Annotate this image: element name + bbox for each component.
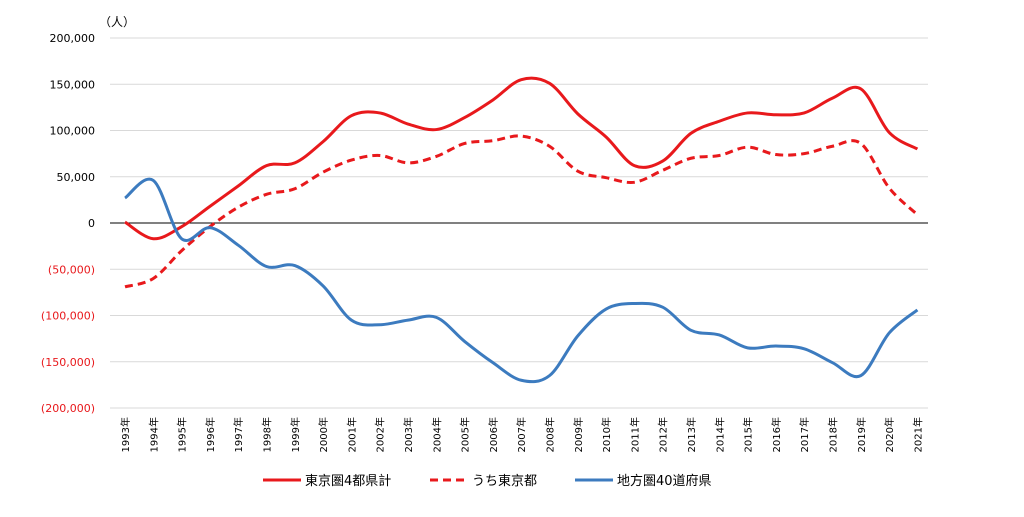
x-tick-label: 2011年: [628, 417, 641, 452]
x-tick-label: 1994年: [147, 417, 160, 452]
y-tick-label: (50,000): [48, 263, 95, 276]
x-tick-label: 2005年: [459, 417, 472, 452]
x-tick-label: 2021年: [911, 417, 924, 452]
x-tick-label: 1998年: [261, 417, 274, 452]
x-tick-label: 2019年: [855, 417, 868, 452]
y-tick-label: 100,000: [50, 125, 96, 138]
series-line-1: [124, 76, 919, 241]
x-tick-label: 2010年: [600, 417, 613, 452]
legend-label: 地方圏40道府県: [617, 473, 712, 489]
x-tick-label: 1996年: [204, 417, 217, 452]
tick-labels: 200,000 150,000 100,000 50,000 0 (50,000) (100…: [41, 32, 924, 452]
x-tick-label: 2020年: [883, 417, 896, 452]
x-tick-label: 2013年: [685, 417, 698, 452]
x-tick-label: 2007年: [515, 417, 528, 452]
x-tick-label: 1993年: [119, 417, 132, 452]
x-tick-label: 2015年: [742, 417, 755, 452]
y-tick-label: (200,000): [41, 402, 95, 415]
y-tick-label: (150,000): [41, 356, 95, 369]
x-tick-label: 2001年: [345, 417, 358, 452]
series-line-3: [124, 177, 919, 384]
y-axis-unit-label: （人）: [99, 15, 135, 29]
y-tick-label: 200,000: [50, 32, 96, 45]
x-tick-label: 2006年: [487, 417, 500, 452]
y-tick-label: (100,000): [41, 310, 95, 323]
series-lines: [124, 76, 919, 384]
x-tick-label: 1995年: [176, 417, 189, 452]
x-tick-label: 2014年: [713, 417, 726, 452]
x-tick-label: 2012年: [657, 417, 670, 452]
x-tick-label: 1999年: [289, 417, 302, 452]
legend-label: 東京圏4都県計: [305, 473, 391, 489]
x-tick-label: 2004年: [430, 417, 443, 452]
series-line-2: [124, 134, 919, 289]
x-tick-label: 2003年: [402, 417, 415, 452]
x-tick-label: 2009年: [572, 417, 585, 452]
x-tick-label: 2002年: [374, 417, 387, 452]
y-tick-label: 50,000: [57, 171, 96, 184]
y-tick-label: 0: [88, 217, 95, 230]
x-tick-label: 2018年: [827, 417, 840, 452]
legend-label: うち東京都: [472, 473, 537, 489]
legend: 東京圏4都県計 うち東京都 地方圏40道府県: [263, 473, 712, 489]
x-tick-label: 2016年: [770, 417, 783, 452]
x-tick-label: 2008年: [544, 417, 557, 452]
y-tick-label: 150,000: [50, 78, 96, 91]
x-tick-label: 2000年: [317, 417, 330, 452]
x-tick-label: 1997年: [232, 417, 245, 452]
gridlines: [110, 37, 928, 409]
x-tick-label: 2017年: [798, 417, 811, 452]
